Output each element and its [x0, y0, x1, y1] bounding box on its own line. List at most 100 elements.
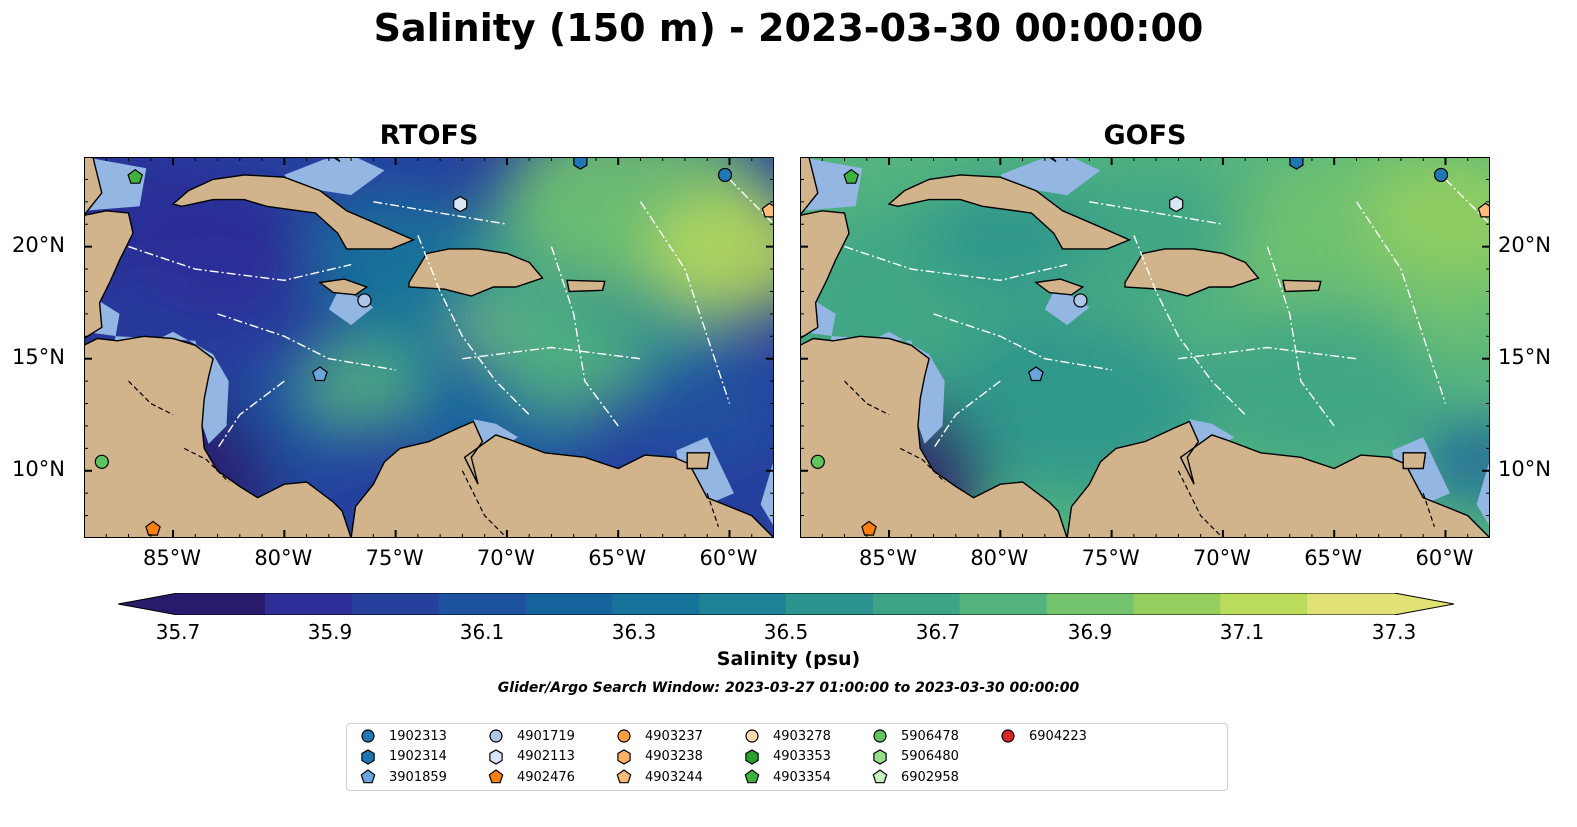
legend-item: 4903244: [615, 768, 703, 786]
lon-tick-label: 75°W: [1081, 546, 1140, 570]
legend-marker-pentagon-icon: [744, 769, 760, 784]
eez-boundary: [550, 246, 619, 427]
legend-item: 4903237: [615, 727, 703, 745]
colorbar-bin: [178, 593, 266, 615]
legend-marker: [872, 769, 888, 784]
legend-marker: [617, 729, 631, 743]
land-jamaica: [318, 278, 369, 296]
country-border: [1422, 493, 1435, 527]
legend-marker-circle-icon: [361, 729, 375, 743]
legend-item: 4903278: [743, 727, 831, 745]
land-yucatan: [84, 210, 134, 340]
lat-tick-label-left: 10°N: [12, 456, 65, 481]
legend-marker: [616, 769, 632, 784]
legend-item: 4902476: [487, 768, 575, 786]
eez-boundary: [1178, 346, 1357, 360]
legend-label: 4903238: [645, 749, 703, 764]
colorbar-label: Salinity (psu): [716, 648, 861, 670]
eez-boundary: [216, 380, 285, 449]
legend-marker-pentagon-icon: [616, 769, 632, 784]
map-gofs: [800, 157, 1490, 538]
legend-item: 6902958: [871, 768, 959, 786]
figure-title: Salinity (150 m) - 2023-03-30 00:00:00: [373, 6, 1204, 50]
lon-tick-label: 65°W: [1304, 546, 1363, 570]
legend-marker: [488, 769, 504, 784]
shelf-area: [760, 459, 774, 527]
float-legend: 1902313 1902314 3901859 4901719 4902113 49024…: [346, 723, 1228, 791]
legend-marker: [361, 748, 375, 765]
legend-marker: [1001, 729, 1015, 743]
map-frame: [800, 157, 1490, 538]
float-4903244: [1477, 202, 1490, 218]
salinity-blob: [497, 317, 637, 416]
lat-tick-label-right: 10°N: [1498, 456, 1551, 481]
panel-title-gofs: GOFS: [1103, 120, 1187, 151]
colorbar-bin: [1133, 593, 1221, 615]
legend-marker: [873, 748, 887, 765]
legend-marker: [489, 748, 503, 765]
country-border: [844, 380, 890, 416]
legend-marker-circle-icon: [489, 729, 503, 743]
legend-marker: [744, 769, 760, 784]
country-border: [899, 447, 946, 483]
lon-tick-label: 85°W: [143, 546, 202, 570]
salinity-blob: [1197, 301, 1438, 470]
legend-label: 4903278: [773, 728, 831, 744]
float-4902113: [453, 195, 468, 213]
float-4901719: [1073, 293, 1088, 308]
land-south-america: [350, 420, 774, 538]
legend-item: 4903238: [615, 748, 703, 766]
legend-marker: [489, 729, 503, 743]
legend-marker-pentagon-icon: [872, 769, 888, 784]
legend-marker-pentagon-icon: [360, 769, 376, 784]
land-yucatan: [800, 210, 850, 340]
float-1902313: [1433, 167, 1449, 183]
legend-label: 6902958: [901, 769, 959, 785]
colorbar-bin: [786, 593, 874, 615]
colorbar-extend-low: [118, 593, 178, 615]
float-4903354: [843, 168, 860, 184]
eez-boundary: [933, 313, 1112, 371]
land-bahamas-1: [1048, 157, 1057, 163]
legend-marker: [360, 769, 376, 784]
lon-tick-label: 60°W: [1415, 546, 1474, 570]
country-border: [461, 470, 508, 538]
float-5906478: [810, 454, 825, 469]
legend-marker-pentagon-icon: [488, 769, 504, 784]
colorbar-bin: [612, 593, 700, 615]
legend-label: 4902113: [517, 749, 575, 764]
legend-item: 4901719: [487, 727, 575, 745]
land-hispaniola: [1124, 248, 1260, 297]
colorbar-bin: [525, 593, 613, 615]
land-jamaica: [1034, 278, 1085, 296]
legend-marker: [745, 729, 759, 743]
legend-label: 1902313: [389, 728, 447, 744]
shelf-area: [800, 157, 863, 211]
legend-item: 1902313: [359, 727, 447, 745]
legend-label: 3901859: [389, 769, 447, 785]
colorbar-tick-label: 36.7: [915, 620, 961, 644]
salinity-blob: [649, 189, 774, 316]
float-3901859: [1028, 366, 1044, 382]
lat-tick-label-right: 20°N: [1498, 232, 1551, 257]
colorbar-tick-label: 35.7: [155, 620, 201, 644]
float-1902313: [717, 167, 733, 183]
float-4902476: [861, 520, 877, 536]
float-4901719: [357, 293, 372, 308]
land-trinidad: [1402, 452, 1427, 470]
country-border: [706, 493, 719, 527]
colorbar-bin: [1220, 593, 1308, 615]
legend-marker: [617, 748, 631, 765]
lon-tick-label: 60°W: [699, 546, 758, 570]
colorbar-tick-label: 36.9: [1067, 620, 1113, 644]
lat-tick-label-right: 15°N: [1498, 344, 1551, 369]
legend-label: 4902476: [517, 769, 575, 785]
legend-item: 4903354: [743, 768, 831, 786]
lon-tick-label: 75°W: [365, 546, 424, 570]
search-window-text: Glider/Argo Search Window: 2023-03-27 01…: [497, 680, 1080, 696]
legend-label: 1902314: [389, 749, 447, 764]
legend-marker-hexagon-icon: [745, 748, 759, 765]
land-hispaniola: [408, 248, 544, 297]
salinity-blob: [1365, 157, 1490, 278]
shelf-area: [84, 157, 147, 211]
